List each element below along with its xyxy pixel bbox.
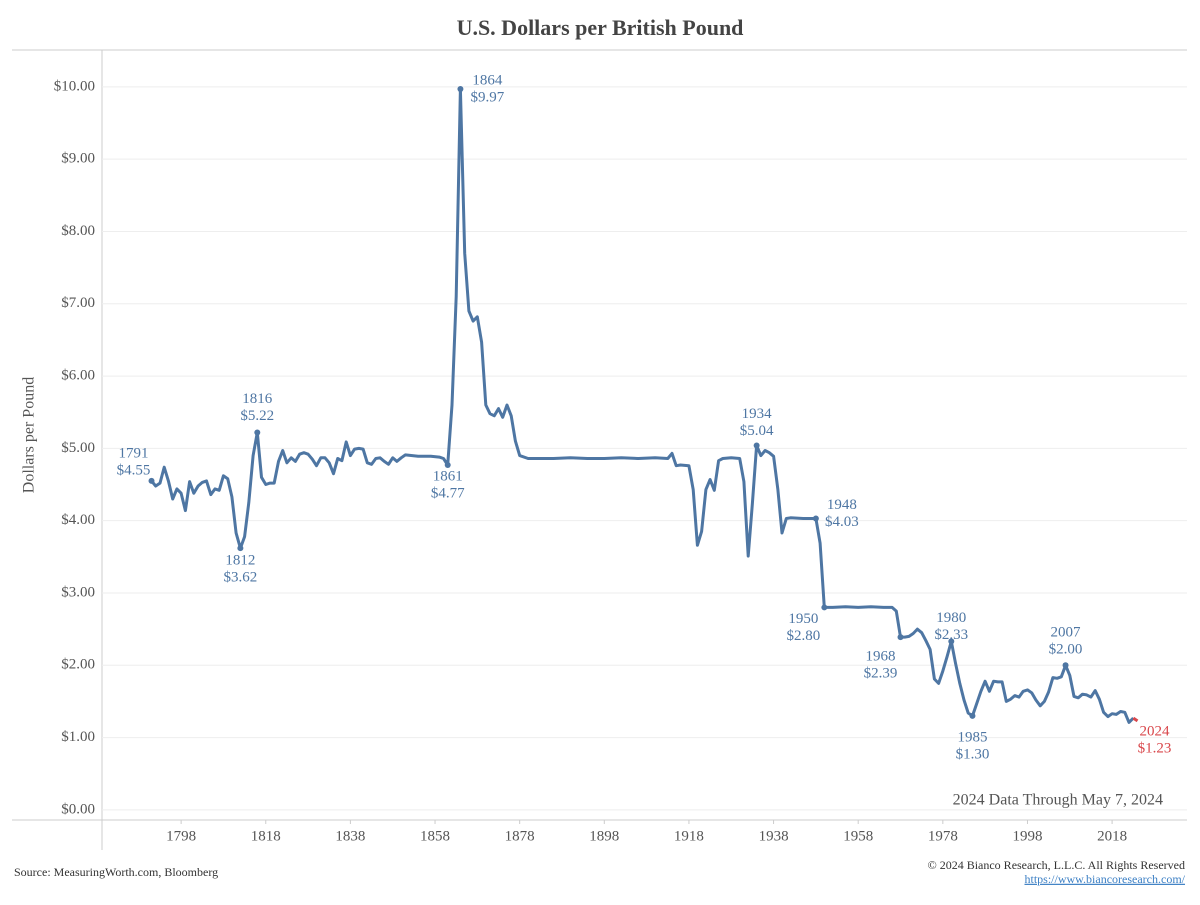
- annotation-year: 1934: [742, 406, 773, 422]
- y-tick-label: $2.00: [61, 657, 95, 673]
- annotation-year: 1812: [225, 553, 255, 569]
- point-marker: [444, 462, 451, 469]
- y-tick-label: $9.00: [61, 151, 95, 167]
- line: [150, 87, 1135, 724]
- line: [1132, 716, 1139, 723]
- x-tick-label: 1958: [843, 828, 873, 844]
- point-marker: [948, 638, 955, 645]
- annotation-value: $4.03: [825, 514, 859, 530]
- annotation-year: 1968: [866, 649, 896, 665]
- y-tick-label: $0.00: [61, 801, 95, 817]
- annotation-value: $5.04: [740, 423, 774, 439]
- annotation-value: $4.55: [117, 462, 151, 478]
- point-marker: [753, 442, 760, 449]
- annotation-year: 1948: [827, 497, 857, 513]
- y-tick-label: $10.00: [54, 78, 95, 94]
- y-tick-label: $6.00: [61, 368, 95, 384]
- x-tick-label: 2018: [1097, 828, 1127, 844]
- point-marker: [821, 604, 828, 611]
- point-marker: [254, 429, 261, 436]
- point-marker: [812, 515, 819, 522]
- y-tick-label: $1.00: [61, 729, 95, 745]
- annotation-year: 1864: [472, 72, 503, 88]
- annotation-value: $5.22: [240, 408, 274, 424]
- point-marker: [148, 477, 155, 484]
- annotation-value: $4.77: [431, 485, 465, 501]
- x-tick-label: 1978: [928, 828, 958, 844]
- x-tick-label: 1818: [251, 828, 281, 844]
- annotation-value: $1.23: [1138, 740, 1172, 756]
- annotation-year: 1861: [433, 468, 463, 484]
- y-tick-label: $8.00: [61, 223, 95, 239]
- annotation-year: 1980: [936, 610, 966, 626]
- x-tick-label: 1938: [759, 828, 789, 844]
- point-marker: [897, 634, 904, 641]
- x-tick-label: 1918: [674, 828, 704, 844]
- annotation-value: $2.80: [786, 628, 820, 644]
- annotation-year: 1950: [788, 611, 818, 627]
- annotation-year: 1985: [957, 729, 987, 745]
- copyright: © 2024 Bianco Research, L.L.C. All Right…: [928, 858, 1185, 872]
- url[interactable]: https://www.biancoresearch.com/: [1024, 872, 1185, 886]
- point-marker: [1062, 662, 1069, 669]
- point-marker: [237, 545, 244, 552]
- x-tick-label: 1898: [589, 828, 619, 844]
- annotation-value: $2.39: [864, 666, 898, 682]
- annotation-value: $3.62: [224, 570, 258, 586]
- x-tick-label: 1858: [420, 828, 450, 844]
- annotation-value: $2.00: [1049, 642, 1083, 658]
- x-tick-label: 1838: [335, 828, 365, 844]
- y-axis-label: Dollars per Pound: [21, 377, 38, 493]
- y-tick-label: $7.00: [61, 295, 95, 311]
- annotation-year: 1791: [119, 445, 149, 461]
- annotation-value: $1.30: [956, 746, 990, 762]
- annotation-year: 2007: [1051, 625, 1082, 641]
- point-marker: [969, 712, 976, 719]
- x-tick-label: 1998: [1012, 828, 1042, 844]
- y-tick-label: $5.00: [61, 440, 95, 456]
- y-tick-label: $4.00: [61, 512, 95, 528]
- y-tick-label: $3.00: [61, 584, 95, 600]
- annotation-year: 2024: [1139, 723, 1170, 739]
- source: Source: MeasuringWorth.com, Bloomberg: [14, 865, 218, 879]
- annotation-year: 1816: [242, 391, 273, 407]
- annotation-value: $2.33: [934, 627, 968, 643]
- x-tick-label: 1878: [505, 828, 535, 844]
- note: 2024 Data Through May 7, 2024: [953, 792, 1163, 809]
- x-tick-label: 1798: [166, 828, 196, 844]
- annotation-value: $9.97: [471, 89, 505, 105]
- point-marker: [457, 86, 464, 93]
- chart-title: U.S. Dollars per British Pound: [457, 15, 744, 40]
